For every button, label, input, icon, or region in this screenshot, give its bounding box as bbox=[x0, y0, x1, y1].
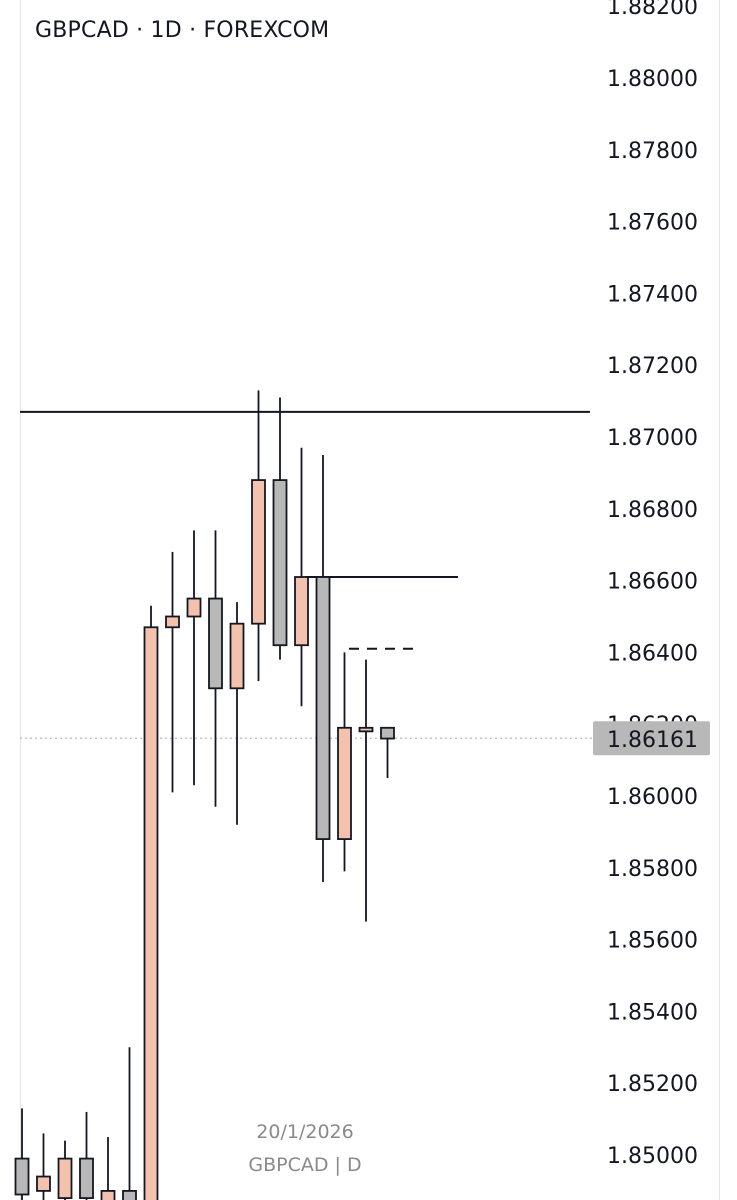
candle-body-bullish bbox=[229, 622, 245, 690]
y-axis-tick-label: 1.86600 bbox=[607, 570, 698, 595]
y-axis-tick-label: 1.87200 bbox=[607, 354, 698, 379]
symbol-title: GBPCAD · 1D · FOREXCOM bbox=[35, 18, 330, 43]
y-axis-tick-label: 1.86000 bbox=[607, 785, 698, 810]
candle-body-bullish bbox=[358, 726, 374, 733]
y-axis-tick-label: 1.85000 bbox=[607, 1144, 698, 1169]
candle-body-bullish bbox=[143, 626, 159, 1200]
footer-symbol: GBPCAD | D bbox=[248, 1154, 362, 1176]
footer-date: 20/1/2026 bbox=[256, 1121, 354, 1143]
candle-body-bearish bbox=[122, 1190, 137, 1200]
candle-body-bullish bbox=[165, 615, 180, 629]
y-axis-tick-label: 1.85600 bbox=[607, 929, 698, 954]
candle-body-bullish bbox=[294, 576, 309, 647]
y-axis-tick-label: 1.87600 bbox=[607, 211, 698, 236]
y-axis-tick-label: 1.87400 bbox=[607, 282, 698, 307]
candle-body-bearish bbox=[208, 597, 223, 690]
candle-body-bullish bbox=[36, 1175, 51, 1192]
candle-body-bearish bbox=[272, 479, 288, 647]
candle-body-bullish bbox=[337, 726, 352, 840]
y-axis-tick-label: 1.88000 bbox=[607, 67, 698, 92]
candle-body-bullish bbox=[251, 479, 266, 625]
candle-body-bearish bbox=[79, 1157, 94, 1199]
candle-body-bullish bbox=[57, 1157, 73, 1199]
candle-body-bearish bbox=[380, 726, 395, 740]
candle-body-bullish bbox=[186, 597, 202, 618]
y-axis-tick-label: 1.85200 bbox=[607, 1072, 698, 1097]
y-axis-tick-label: 1.86800 bbox=[607, 498, 698, 523]
candle-body-bearish bbox=[14, 1157, 30, 1196]
y-axis-tick-label: 1.88200 bbox=[607, 0, 698, 20]
current-price-badge bbox=[593, 721, 710, 756]
y-axis-tick-label: 1.85800 bbox=[607, 857, 698, 882]
current-price-label: 1.86161 bbox=[607, 728, 698, 753]
y-axis-tick-label: 1.85400 bbox=[607, 1000, 698, 1025]
y-axis-tick-label: 1.86400 bbox=[607, 641, 698, 666]
candle-body-bearish bbox=[315, 576, 331, 840]
y-axis-tick-label: 1.87800 bbox=[607, 139, 698, 164]
candle-body-bullish bbox=[100, 1190, 116, 1200]
y-axis-tick-label: 1.87000 bbox=[607, 426, 698, 451]
